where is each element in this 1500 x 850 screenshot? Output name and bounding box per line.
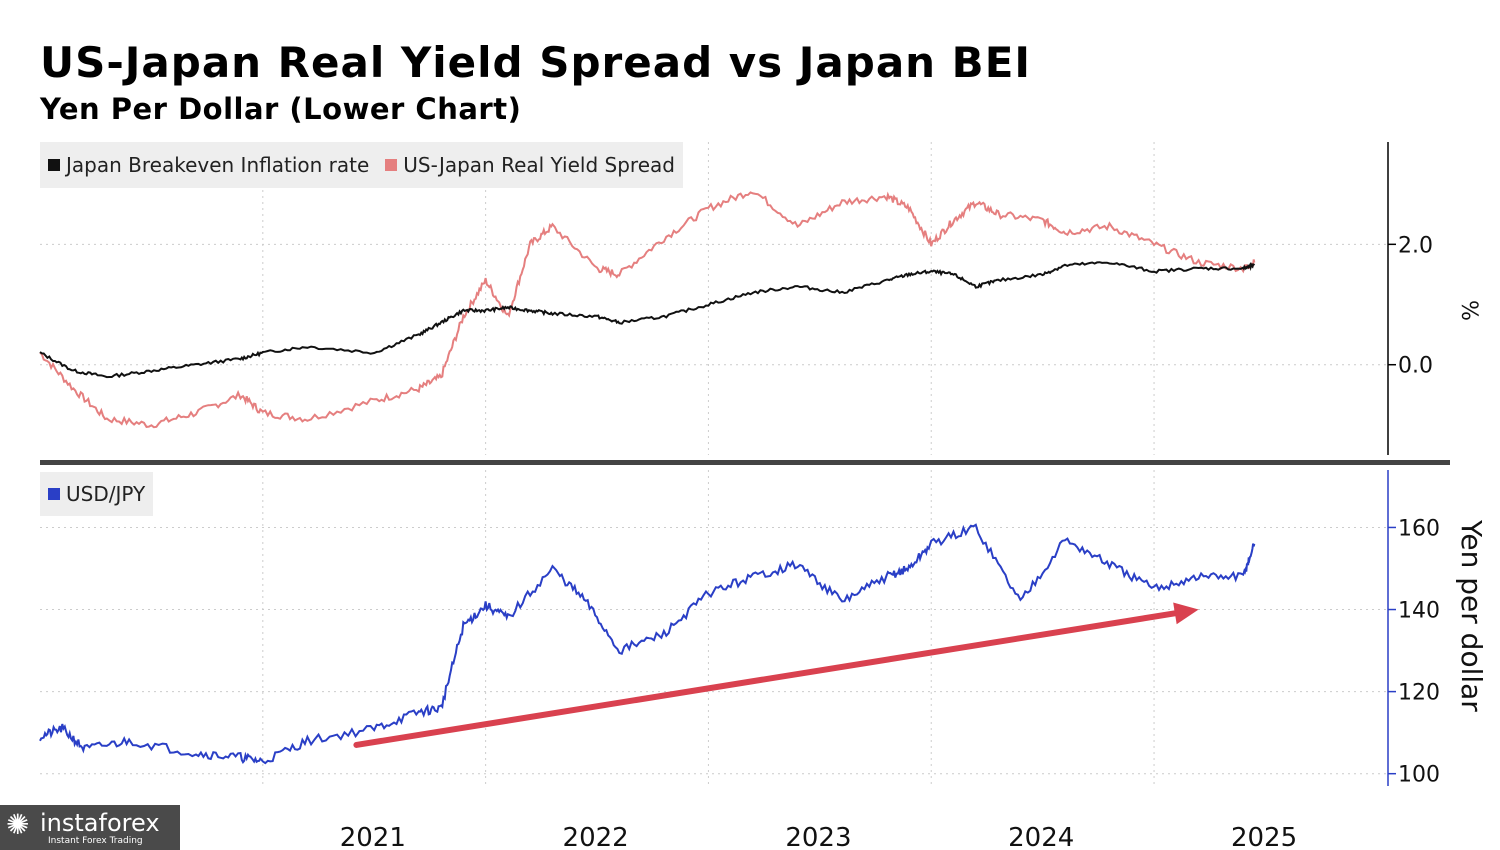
top-ytick-label: 0.0 [1398,354,1433,379]
axes: 0.0 2.0% 100 120 140 160 Yen per dollar 2021 202… [40,142,1488,850]
bottom-panel-series [39,523,1256,765]
bottom-ytick-label: 100 [1398,763,1440,788]
top-legend: Japan Breakeven Inflation rate US-Japan … [40,142,683,188]
bottom-legend: USD/JPY [40,472,154,516]
legend-swatch-spread [385,159,398,171]
legend-label-bei: Japan Breakeven Inflation rate [66,153,370,177]
chart-title: US-Japan Real Yield Spread vs Japan BEI [40,38,1032,87]
x-tick-label-2021: 2021 [340,823,406,850]
panel-divider [40,460,1450,465]
bottom-ytick-label: 120 [1398,681,1440,706]
watermark-tagline: Instant Forex Trading [48,836,143,846]
top-panel-grid [40,142,1388,455]
x-tick-label-2024: 2024 [1008,823,1074,850]
top-panel-series [39,191,1256,429]
top-ytick-label: 2.0 [1398,233,1433,258]
legend-label-usdjpy: USD/JPY [66,482,146,506]
annotations [353,602,1199,748]
legend-label-spread: US-Japan Real Yield Spread [403,153,675,177]
bottom-ytick-label: 140 [1398,599,1440,624]
bottom-y-label: Yen per dollar [1455,519,1488,712]
legend-item-bei: Japan Breakeven Inflation rate [48,153,369,177]
x-tick-label-2022: 2022 [563,823,629,850]
watermark-brand: instaforex [40,809,160,837]
series-line-usdjpy [39,523,1256,765]
bottom-ytick-label: 160 [1398,516,1440,541]
legend-swatch-usdjpy [48,488,60,500]
trend-arrow-shaft [353,610,1178,748]
bottom-panel-grid [40,470,1388,786]
top-y-label: % [1456,300,1481,321]
series-line-japan-breakeven-inflation [39,261,1256,379]
x-tick-label-2023: 2023 [785,823,851,850]
instaforex-watermark: ✺ instaforex Instant Forex Trading [0,805,180,850]
legend-item-spread: US-Japan Real Yield Spread [385,153,675,177]
chart-subtitle: Yen Per Dollar (Lower Chart) [40,92,522,126]
series-line-us-japan-real-yield-spread [39,191,1256,429]
x-tick-label-2025: 2025 [1231,823,1297,850]
trend-arrow-head [1173,602,1199,625]
legend-item-usdjpy: USD/JPY [48,482,145,506]
legend-swatch-bei [48,159,60,171]
gear-star-icon: ✺ [6,808,30,841]
